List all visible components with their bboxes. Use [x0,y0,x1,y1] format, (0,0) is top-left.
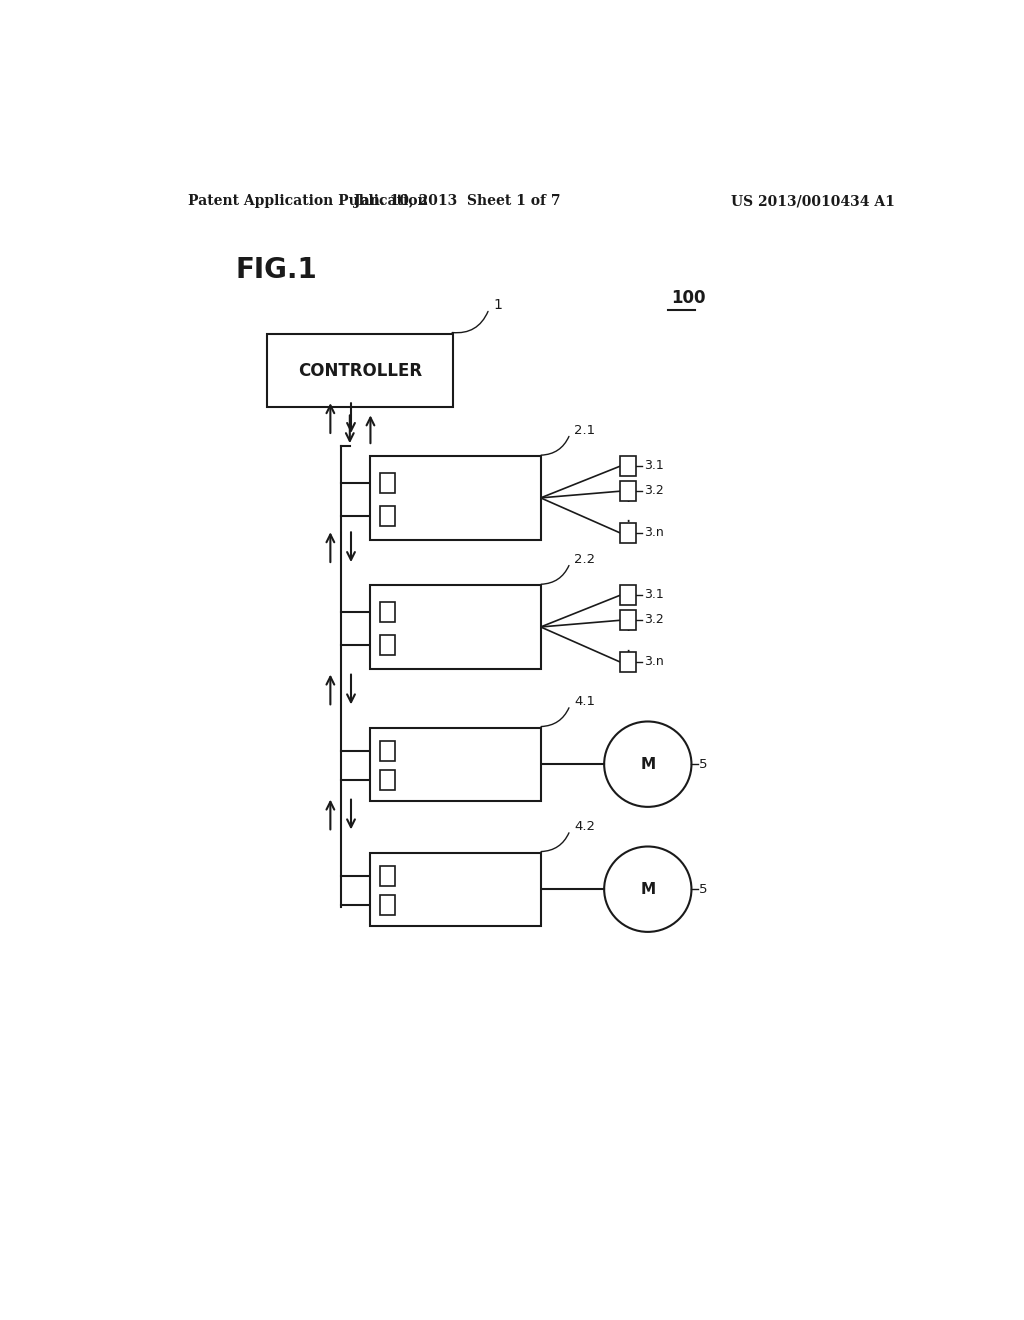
Bar [380,741,395,762]
Bar [620,610,636,631]
Text: 4.1: 4.1 [574,696,595,709]
Bar [380,895,395,916]
Text: 3.2: 3.2 [644,484,664,498]
Text: 5: 5 [699,758,708,771]
Bar [380,866,395,886]
Bar [620,480,636,502]
Text: 1: 1 [494,298,502,312]
Text: 3.2: 3.2 [644,614,664,627]
Text: 3.1: 3.1 [644,459,664,473]
Text: 3.n: 3.n [644,525,664,539]
Text: M: M [640,756,655,772]
Text: ·
·: · · [626,492,631,532]
Text: 2.1: 2.1 [574,424,595,437]
Bar [620,523,636,543]
Bar [380,602,395,622]
Text: Jan. 10, 2013  Sheet 1 of 7: Jan. 10, 2013 Sheet 1 of 7 [354,194,560,209]
Bar [380,635,395,656]
Bar [620,455,636,477]
Bar [380,770,395,791]
Bar [380,473,395,494]
Text: 100: 100 [672,289,707,306]
Bar [620,652,636,672]
Bar [267,334,454,408]
Text: 3.1: 3.1 [644,589,664,602]
Text: 2.2: 2.2 [574,553,595,566]
Bar [370,853,541,925]
Text: 5: 5 [699,883,708,896]
Text: 4.2: 4.2 [574,820,595,833]
Bar [620,585,636,606]
Bar [380,506,395,527]
Text: ·
·: · · [626,622,631,660]
Text: US 2013/0010434 A1: US 2013/0010434 A1 [731,194,895,209]
Text: Patent Application Publication: Patent Application Publication [187,194,427,209]
Bar [370,457,541,540]
Bar [370,585,541,669]
Text: M: M [640,882,655,896]
Text: CONTROLLER: CONTROLLER [298,362,422,380]
Text: FIG.1: FIG.1 [236,256,316,284]
Bar [370,727,541,801]
Text: 3.n: 3.n [644,655,664,668]
